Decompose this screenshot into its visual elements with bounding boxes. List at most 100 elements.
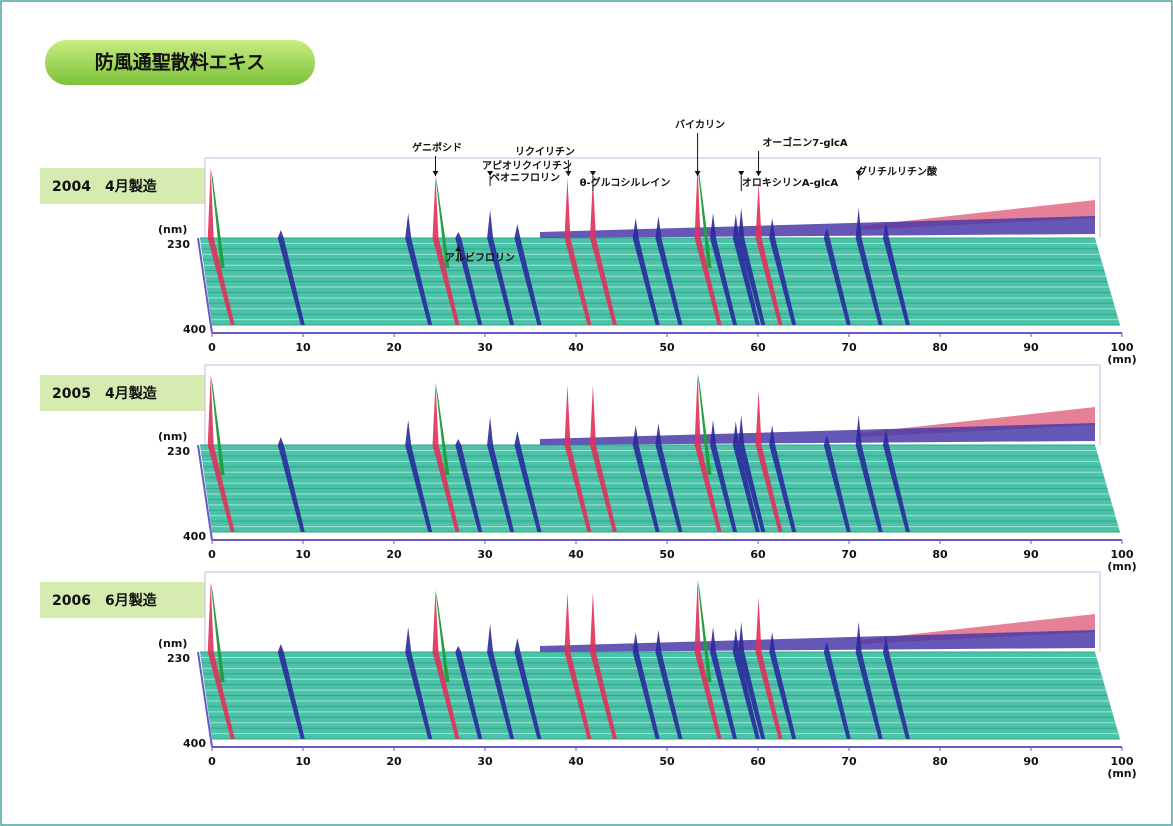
title-pill	[45, 40, 315, 85]
x-tick-label: 20	[386, 548, 402, 561]
x-tick-label: 0	[208, 548, 216, 561]
x-tick-label: 40	[568, 755, 584, 768]
panel-label: 2006 6月製造	[52, 592, 157, 609]
annotation: バイカリン	[675, 119, 725, 131]
x-tick-label: 60	[750, 341, 766, 354]
annotation: ゲニポシド	[412, 141, 462, 154]
annotation: オロキシリンA-glcA	[742, 177, 838, 189]
peak	[207, 582, 235, 739]
peak	[755, 597, 783, 739]
x-tick-label: 100	[1111, 341, 1134, 354]
peak	[710, 420, 738, 532]
panel-label-box	[40, 168, 205, 204]
x-unit: (mn)	[1107, 560, 1136, 573]
peak	[855, 208, 883, 325]
peak	[882, 222, 910, 325]
back-trace-blue	[540, 630, 1095, 652]
annotation: アピオリクイリチン	[482, 160, 572, 172]
peak	[738, 208, 766, 325]
peak-crest	[435, 176, 450, 268]
box-frame	[204, 364, 1101, 445]
y-tick-label: 230	[167, 445, 190, 458]
peak	[738, 622, 766, 739]
peak	[487, 210, 515, 325]
x-tick-label: 50	[659, 341, 675, 354]
x-tick-label: 90	[1023, 341, 1039, 354]
x-tick-label: 10	[295, 341, 311, 354]
x-tick-label: 80	[932, 548, 948, 561]
peak	[589, 178, 617, 325]
peak-crest	[697, 580, 712, 682]
peak	[882, 429, 910, 532]
peak	[589, 385, 617, 532]
y-unit: (nm)	[158, 223, 187, 236]
x-tick-label: 30	[477, 548, 493, 561]
peak	[455, 232, 483, 325]
peak	[514, 638, 542, 739]
peak-crest	[435, 383, 450, 475]
back-trace-blue	[540, 423, 1095, 445]
peak	[710, 627, 738, 739]
x-tick-label: 70	[841, 548, 857, 561]
x-tick-label: 90	[1023, 548, 1039, 561]
title: 防風通聖散料エキス	[95, 51, 265, 74]
peak	[655, 423, 683, 532]
peak-crest	[210, 168, 225, 268]
panel: 2006 6月製造 0 10 20 30 40 50 60 70 80 90 100(mn) (nm) 2…	[40, 571, 1137, 780]
annotation: リクイリチン	[515, 146, 575, 158]
x-tick-label: 50	[659, 755, 675, 768]
x-unit: (mn)	[1107, 767, 1136, 780]
peak	[823, 228, 851, 325]
x-tick-label: 10	[295, 548, 311, 561]
peak	[487, 417, 515, 532]
peak	[855, 622, 883, 739]
x-tick-label: 100	[1111, 548, 1134, 561]
annotation: オーゴニン7-glcA	[762, 136, 848, 149]
peak	[277, 437, 305, 532]
panel-label: 2004 4月製造	[52, 178, 157, 195]
peak	[514, 431, 542, 532]
peak-crest	[210, 375, 225, 475]
arrow-head	[565, 171, 572, 176]
arrow-head	[487, 171, 494, 176]
y-tick-label: 400	[183, 737, 206, 750]
x-tick-label: 80	[932, 755, 948, 768]
peak	[755, 390, 783, 532]
peak	[207, 375, 235, 532]
peak	[655, 630, 683, 739]
arrow-head	[694, 171, 701, 176]
y-tick-label: 400	[183, 530, 206, 543]
panel-label-box	[40, 582, 205, 618]
annotation: アルビフロリン	[445, 251, 515, 264]
peak	[405, 420, 433, 532]
x-tick-label: 60	[750, 548, 766, 561]
x-tick-label: 60	[750, 755, 766, 768]
x-tick-label: 30	[477, 755, 493, 768]
peak	[514, 224, 542, 325]
peak	[755, 183, 783, 325]
peak	[277, 644, 305, 739]
peak	[769, 632, 797, 739]
x-tick-label: 50	[659, 548, 675, 561]
arrow-head	[589, 171, 596, 176]
x-tick-label: 70	[841, 755, 857, 768]
peak	[207, 168, 235, 325]
y-axis	[197, 237, 213, 334]
annotation: グリチルリチン酸	[857, 165, 938, 178]
panel-label: 2005 4月製造	[52, 385, 157, 402]
x-tick-label: 10	[295, 755, 311, 768]
panel-label-box	[40, 375, 205, 411]
peak	[487, 624, 515, 739]
arrow-head	[755, 171, 762, 176]
x-tick-label: 70	[841, 341, 857, 354]
panel: 2005 4月製造 0 10 20 30 40 50 60 70 80 90 100(mn) (nm) 2…	[40, 364, 1137, 573]
peak	[432, 176, 460, 325]
peak	[632, 632, 660, 739]
x-tick-label: 40	[568, 341, 584, 354]
x-tick-label: 0	[208, 341, 216, 354]
peak	[694, 373, 722, 532]
peak	[564, 385, 592, 532]
peak	[632, 425, 660, 532]
